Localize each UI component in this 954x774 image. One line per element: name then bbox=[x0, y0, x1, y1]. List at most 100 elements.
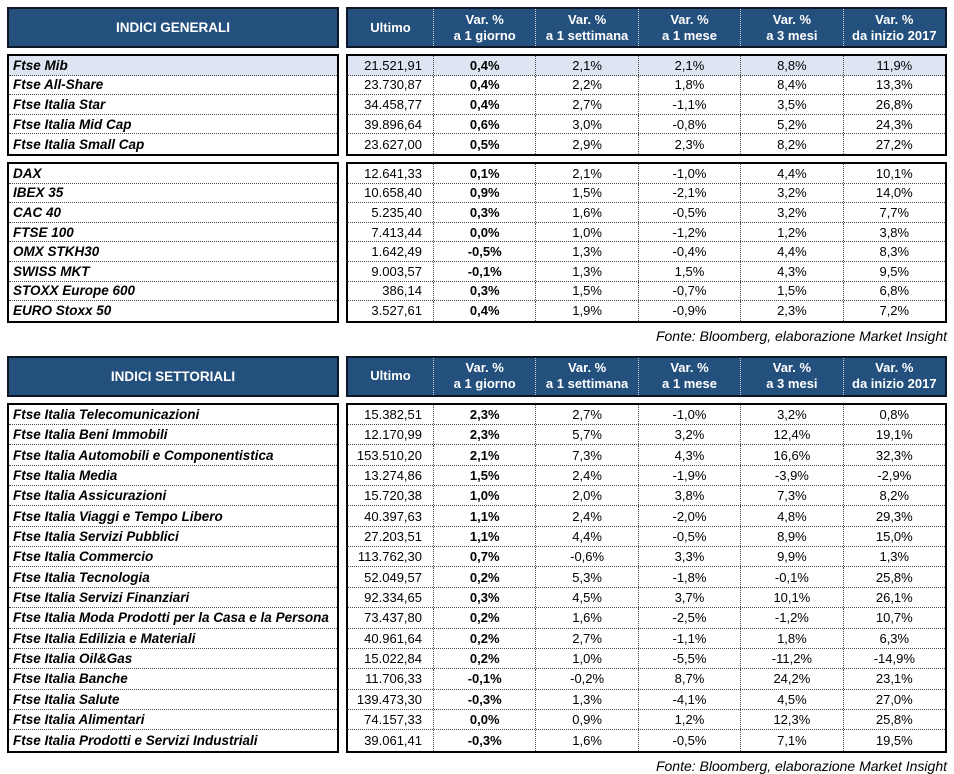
table-row: 11.706,33 -0,1% -0,2% 8,7% 24,2% 23,1% bbox=[348, 669, 945, 690]
var-cell: 10,1% bbox=[740, 587, 842, 608]
var-cell: -0,4% bbox=[637, 242, 740, 261]
ultimo-cell: 92.334,65 bbox=[364, 589, 422, 605]
var-cell: 3,7% bbox=[637, 587, 740, 608]
row-group: DAX IBEX 35 CAC 40 FTSE 100 OMX STKH30 SWISS … bbox=[7, 161, 947, 323]
var-cell: 7,3% bbox=[535, 445, 637, 465]
var-cell: 0,4% bbox=[433, 95, 535, 114]
var-cell: 1,3% bbox=[535, 242, 637, 261]
var-cell: 3,3% bbox=[637, 547, 740, 567]
column-header-subtitle: a 1 mese bbox=[662, 376, 717, 392]
column-header-subtitle: a 1 settimana bbox=[545, 376, 629, 392]
index-name-cell: Ftse Italia Commercio bbox=[9, 547, 337, 568]
table-row: 40.397,63 1,1% 2,4% -2,0% 4,8% 29,3% bbox=[348, 506, 945, 527]
row-group: Ftse Italia Telecomunicazioni Ftse Italia… bbox=[7, 402, 947, 753]
var-cell: 3,2% bbox=[637, 425, 740, 445]
column-header: Var. % da inizio 2017 bbox=[842, 357, 945, 395]
var-cell: -4,1% bbox=[637, 689, 740, 709]
table-row: 52.049,57 0,2% 5,3% -1,8% -0,1% 25,8% bbox=[348, 567, 945, 588]
var-cell: 2,1% bbox=[637, 56, 740, 75]
var-cell: 5,7% bbox=[535, 425, 637, 445]
var-cell: 0,2% bbox=[433, 628, 535, 648]
ultimo-cell: 1.642,49 bbox=[371, 244, 422, 260]
var-cell: -0,1% bbox=[433, 669, 535, 689]
index-name-cell: Ftse Italia Star bbox=[9, 95, 337, 115]
var-cell: 4,4% bbox=[740, 163, 842, 183]
var-cell: -3,9% bbox=[740, 465, 842, 486]
ultimo-cell: 7.413,44 bbox=[371, 224, 422, 240]
index-name-cell: Ftse Italia Assicurazioni bbox=[9, 486, 337, 507]
index-name-column: DAX IBEX 35 CAC 40 FTSE 100 OMX STKH30 SWISS … bbox=[7, 161, 339, 323]
var-cell: 2,3% bbox=[740, 301, 842, 321]
table-row: 153.510,20 2,1% 7,3% 4,3% 16,6% 32,3% bbox=[348, 445, 945, 466]
var-cell: 1,6% bbox=[535, 730, 637, 751]
column-header: Var. % a 1 mese bbox=[637, 9, 740, 46]
index-name-cell: OMX STKH30 bbox=[9, 242, 337, 262]
index-name-cell: Ftse Italia Beni Immobili bbox=[9, 425, 337, 446]
column-header-subtitle: a 3 mesi bbox=[766, 27, 818, 43]
var-cell: 0,5% bbox=[433, 134, 535, 154]
var-cell: 10,7% bbox=[842, 608, 945, 628]
index-name-column: Ftse Mib Ftse All-Share Ftse Italia Star Ft… bbox=[7, 54, 339, 156]
column-header: Var. % a 1 mese bbox=[637, 357, 740, 395]
ultimo-cell: 10.658,40 bbox=[364, 185, 422, 201]
index-name-cell: Ftse Italia Servizi Pubblici bbox=[9, 527, 337, 548]
table-row: 73.437,80 0,2% 1,6% -2,5% -1,2% 10,7% bbox=[348, 608, 945, 629]
index-name-cell: IBEX 35 bbox=[9, 184, 337, 204]
var-cell: 0,2% bbox=[433, 608, 535, 628]
var-cell: 1,2% bbox=[637, 709, 740, 730]
column-header-subtitle: a 1 giorno bbox=[453, 376, 516, 392]
ultimo-cell: 40.961,64 bbox=[364, 630, 422, 646]
var-cell: 2,9% bbox=[535, 134, 637, 154]
column-header-label: Var. % bbox=[670, 360, 709, 376]
var-cell: 26,1% bbox=[842, 587, 945, 608]
var-cell: -0,5% bbox=[637, 730, 740, 751]
ultimo-cell: 113.762,30 bbox=[357, 549, 422, 565]
settoriali-column-headers: Ultimo Var. % a 1 giorno Var. % a 1 settiman… bbox=[346, 355, 947, 397]
column-header-label: Var. % bbox=[875, 360, 914, 376]
var-cell: 4,4% bbox=[740, 242, 842, 261]
var-cell: 1,0% bbox=[535, 648, 637, 669]
var-cell: -2,1% bbox=[637, 183, 740, 203]
var-cell: 3,8% bbox=[637, 486, 740, 506]
var-cell: 3,0% bbox=[535, 114, 637, 134]
var-cell: 6,8% bbox=[842, 281, 945, 301]
var-cell: 7,7% bbox=[842, 203, 945, 222]
index-values-column: 15.382,51 2,3% 2,7% -1,0% 3,2% 0,8% 12.170,99 2… bbox=[346, 402, 947, 753]
column-header-label: Var. % bbox=[772, 360, 812, 376]
var-cell: 19,1% bbox=[842, 425, 945, 445]
var-cell: 2,7% bbox=[535, 95, 637, 114]
index-name-cell: Ftse Italia Banche bbox=[9, 669, 337, 690]
table-row: 39.061,41 -0,3% 1,6% -0,5% 7,1% 19,5% bbox=[348, 730, 945, 751]
index-name-cell: Ftse Italia Moda Prodotti per la Casa e … bbox=[9, 608, 337, 629]
var-cell: 24,2% bbox=[740, 669, 842, 689]
column-header: Var. % a 1 giorno bbox=[433, 9, 535, 46]
var-cell: -1,0% bbox=[637, 404, 740, 425]
ultimo-cell: 34.458,77 bbox=[364, 96, 422, 112]
row-group: Ftse Mib Ftse All-Share Ftse Italia Star Ft… bbox=[7, 54, 947, 156]
table-title: INDICI SETTORIALI bbox=[7, 355, 339, 397]
var-cell: 0,9% bbox=[535, 709, 637, 730]
var-cell: 0,8% bbox=[842, 404, 945, 425]
index-name-cell: Ftse Italia Tecnologia bbox=[9, 567, 337, 588]
table-title: INDICI GENERALI bbox=[7, 7, 339, 48]
var-cell: 0,0% bbox=[433, 222, 535, 242]
var-cell: 9,5% bbox=[842, 261, 945, 281]
var-cell: 2,1% bbox=[433, 445, 535, 465]
column-header: Ultimo bbox=[348, 358, 433, 395]
var-cell: 1,3% bbox=[535, 689, 637, 709]
var-cell: 1,1% bbox=[433, 506, 535, 526]
column-header: Var. % a 1 settimana bbox=[535, 357, 637, 395]
var-cell: 2,7% bbox=[535, 404, 637, 425]
var-cell: 8,9% bbox=[740, 526, 842, 547]
index-name-cell: Ftse Italia Viaggi e Tempo Libero bbox=[9, 506, 337, 527]
ultimo-cell: 23.730,87 bbox=[364, 77, 422, 93]
index-name-cell: Ftse Italia Alimentari bbox=[9, 710, 337, 731]
ultimo-cell: 39.896,64 bbox=[364, 116, 422, 132]
table-row: 13.274,86 1,5% 2,4% -1,9% -3,9% -2,9% bbox=[348, 465, 945, 487]
var-cell: 2,3% bbox=[433, 404, 535, 425]
var-cell: 3,5% bbox=[740, 95, 842, 114]
var-cell: 16,6% bbox=[740, 445, 842, 465]
var-cell: 23,1% bbox=[842, 669, 945, 689]
var-cell: 1,1% bbox=[433, 526, 535, 547]
var-cell: 24,3% bbox=[842, 114, 945, 134]
